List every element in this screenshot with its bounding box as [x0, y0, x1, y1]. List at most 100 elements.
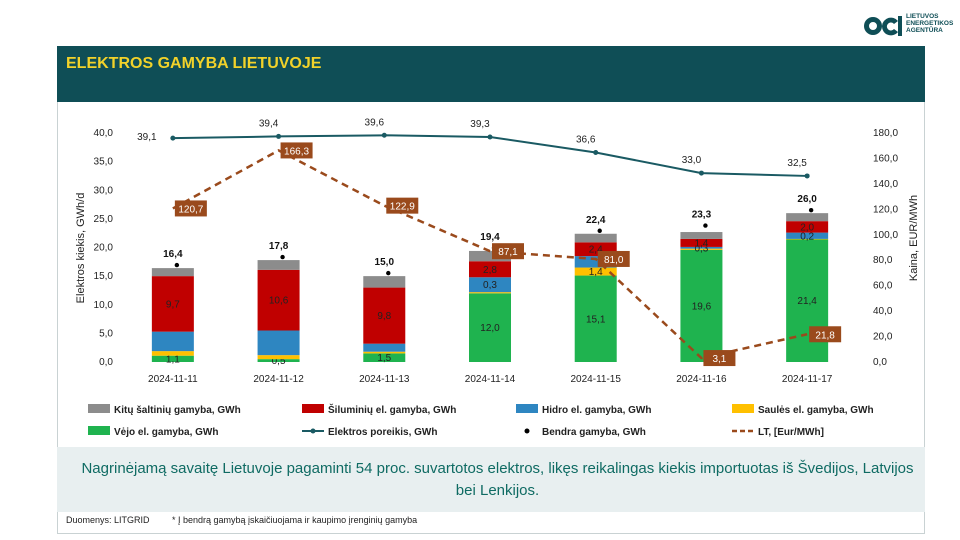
- x-tick-label: 2024-11-12: [253, 374, 304, 385]
- bar-label-thermal: 10,6: [269, 296, 289, 307]
- price-label: 120,7: [178, 204, 203, 215]
- demand-point: [381, 132, 387, 138]
- header-bar: [57, 46, 925, 102]
- bar-thermal: [786, 221, 829, 233]
- y-tick-label: 25,0: [94, 214, 114, 225]
- price-label: 81,0: [604, 255, 624, 266]
- total-generation-label: 17,8: [269, 241, 289, 252]
- demand-point: [276, 133, 282, 139]
- bar-hydro: [680, 246, 723, 249]
- bar-hydro: [469, 277, 511, 293]
- y2-tick-label: 80,0: [873, 255, 893, 266]
- legend-label: Kitų šaltinių gamyba, GWh: [114, 405, 241, 416]
- legend-swatch: [302, 404, 324, 413]
- demand-point: [698, 170, 704, 176]
- y2-tick-label: 140,0: [873, 179, 898, 190]
- bar-label-thermal: 2,4: [589, 245, 603, 256]
- y2-tick-label: 40,0: [873, 306, 893, 317]
- price-label: 87,1: [498, 247, 518, 258]
- price-label-box: [492, 243, 524, 260]
- bar-solar: [151, 351, 194, 356]
- y2-tick-label: 120,0: [873, 204, 898, 215]
- price-label: 166,3: [284, 146, 309, 157]
- y2-tick-label: 20,0: [873, 332, 893, 343]
- legend-swatch: [88, 426, 110, 435]
- logo-line-1: LIETUVOS: [906, 13, 939, 20]
- price-label-box: [809, 326, 842, 343]
- bar-label-wind: 1,5: [377, 353, 391, 364]
- footnote: * Į bendrą gamybą įskaičiuojama ir kaupi…: [172, 515, 418, 525]
- y-tick-label: 5,0: [99, 328, 113, 339]
- demand-label: 33,0: [682, 155, 702, 166]
- demand-point: [170, 135, 176, 141]
- total-generation-label: 22,4: [586, 215, 606, 226]
- bar-wind: [469, 293, 511, 362]
- bar-label-wind: 15,1: [586, 314, 606, 325]
- bar-solar: [469, 292, 511, 294]
- demand-label: 39,4: [259, 118, 279, 129]
- demand-point: [593, 149, 599, 155]
- demand-point: [804, 173, 810, 179]
- bar-other: [680, 232, 723, 239]
- bar-solar: [257, 355, 300, 360]
- bar-other: [257, 260, 300, 270]
- y-tick-label: 10,0: [94, 300, 114, 311]
- bar-wind: [363, 353, 406, 362]
- total-generation-label: 16,4: [163, 249, 183, 260]
- price-label-box: [597, 250, 630, 267]
- page-title: ELEKTROS GAMYBA LIETUVOJE: [66, 55, 322, 72]
- bar-wind: [151, 355, 194, 362]
- price-label-box: [703, 350, 736, 367]
- demand-point: [487, 134, 493, 140]
- bar-label-thermal: 9,7: [166, 299, 180, 310]
- legend-label: Bendra gamyba, GWh: [542, 427, 646, 438]
- total-generation-label: 26,0: [797, 194, 817, 205]
- bar-label-wind: 0,5: [272, 356, 286, 367]
- bar-label-hydro: 0,3: [483, 280, 497, 291]
- legend-label: Vėjo el. gamyba, GWh: [114, 427, 218, 438]
- y2-tick-label: 160,0: [873, 153, 898, 164]
- legend-label: Elektros poreikis, GWh: [328, 427, 437, 438]
- legend-label: Saulės el. gamyba, GWh: [758, 405, 874, 416]
- bar-label-wind: 19,6: [692, 301, 712, 312]
- total-generation-point: [386, 270, 391, 276]
- y-tick-label: 35,0: [94, 157, 114, 168]
- x-tick-label: 2024-11-17: [782, 374, 833, 385]
- bar-solar: [574, 267, 617, 276]
- price-line: [172, 149, 808, 360]
- y2-tick-label: 60,0: [873, 281, 893, 292]
- bar-solar: [786, 238, 829, 240]
- logo-icon: [864, 16, 902, 36]
- legend-label: Hidro el. gamyba, GWh: [542, 405, 651, 416]
- total-generation-point: [597, 228, 602, 233]
- bar-wind: [257, 359, 300, 362]
- x-tick-label: 2024-11-13: [359, 374, 410, 385]
- bar-thermal: [363, 287, 406, 344]
- total-generation-point: [280, 254, 285, 260]
- price-label-box: [174, 200, 207, 217]
- y2-tick-label: 180,0: [873, 128, 898, 139]
- y2-tick-label: 0,0: [873, 357, 887, 368]
- summary-box: [57, 447, 925, 512]
- y-tick-label: 20,0: [94, 243, 114, 254]
- price-label: 3,1: [712, 354, 726, 365]
- bar-label-thermal: 1,4: [694, 238, 708, 249]
- y-axis-title: Elektros kiekis, GWh/d: [75, 193, 87, 304]
- legend-label: LT, [Eur/MWh]: [758, 427, 824, 438]
- bar-wind: [680, 249, 723, 362]
- bar-other: [363, 276, 406, 288]
- bar-thermal: [469, 261, 511, 278]
- demand-label: 32,5: [787, 158, 807, 169]
- bar-other: [151, 268, 194, 277]
- logo-text: LIETUVOS ENERGETIKOS AGENTŪRA: [906, 13, 953, 34]
- bar-thermal: [151, 276, 194, 332]
- summary-text: Nagrinėjamą savaitę Lietuvoje pagaminti …: [81, 460, 914, 499]
- total-generation-label: 23,3: [692, 210, 712, 221]
- y2-axis-title: Kaina, EUR/MWh: [908, 195, 920, 281]
- bar-hydro: [786, 232, 829, 239]
- bar-hydro: [363, 343, 406, 352]
- bar-hydro: [574, 256, 617, 268]
- price-label: 122,9: [390, 202, 415, 213]
- bar-label-wind: 21,4: [797, 296, 817, 307]
